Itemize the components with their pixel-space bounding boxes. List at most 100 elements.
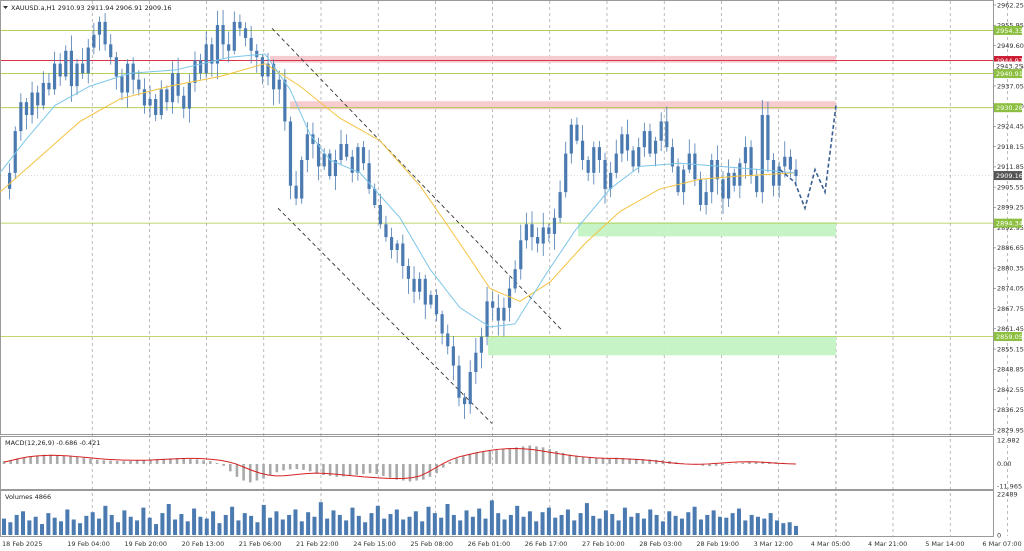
candle-body — [491, 301, 495, 308]
volume-bar — [534, 521, 539, 535]
time-tick-label: 20 Feb 13:00 — [182, 540, 225, 548]
volume-bar — [705, 514, 710, 535]
volume-bar — [27, 520, 32, 535]
candle-body — [120, 76, 124, 93]
volume-bar — [299, 521, 304, 535]
volume-axis-label: 0 — [997, 531, 1001, 539]
candle-body — [406, 266, 411, 279]
candle-body — [541, 227, 545, 244]
volume-bar — [2, 518, 6, 535]
volume-bar — [730, 513, 735, 535]
candle-body — [384, 224, 388, 238]
candle-body — [687, 153, 691, 170]
volume-bar — [768, 513, 773, 535]
volume-bar — [147, 517, 152, 535]
candle-body — [788, 156, 792, 170]
volume-bar — [21, 511, 26, 535]
candle-body — [429, 294, 433, 305]
volume-bar — [204, 518, 209, 535]
volume-bar — [116, 522, 121, 535]
trend-channel-lower — [277, 207, 493, 424]
volume-bar — [217, 523, 222, 535]
volume-bar — [413, 511, 418, 535]
volume-bar — [464, 510, 469, 535]
candle-body — [193, 60, 197, 83]
volume-bar — [109, 514, 114, 535]
volume-bar — [97, 518, 102, 535]
candle-body — [648, 131, 652, 154]
volume-bar — [565, 509, 570, 535]
volume-bar — [192, 508, 197, 535]
candle-body — [479, 336, 484, 353]
candle-body — [311, 134, 315, 144]
volume-bar — [179, 514, 184, 535]
candle-body — [564, 153, 568, 193]
price-tick-label: 2836.25 — [997, 406, 1024, 414]
price-badge-label: 2954.33 — [996, 27, 1023, 35]
volume-bar — [420, 521, 425, 535]
candle-body — [771, 159, 776, 186]
price-tick-label: 2924.45 — [997, 123, 1024, 131]
volume-bar — [559, 514, 564, 535]
candle-body — [631, 150, 635, 167]
candle-body — [249, 37, 253, 51]
candle-body — [350, 156, 354, 173]
candle-body — [305, 134, 309, 160]
volume-bar — [293, 509, 298, 535]
volume-bar — [331, 510, 336, 535]
candle-body — [109, 44, 113, 58]
candle-body — [423, 278, 427, 305]
candle-body — [682, 169, 686, 193]
volume-bar — [508, 514, 513, 535]
volume-bar — [249, 515, 254, 535]
menu-triangle-icon[interactable] — [3, 6, 8, 9]
candle-body — [637, 147, 641, 167]
candle-body — [64, 50, 68, 77]
volume-bar — [717, 516, 722, 535]
candle-body — [47, 82, 51, 90]
candle-body — [283, 79, 287, 122]
candle-body — [614, 153, 618, 173]
volume-bar — [724, 517, 729, 535]
volume-bar — [660, 521, 665, 535]
volume-bar — [122, 510, 127, 535]
volume-bar — [306, 512, 311, 535]
volume-bar — [318, 502, 323, 535]
candle-body — [125, 63, 130, 93]
volume-bar — [173, 519, 178, 535]
candle-body — [182, 95, 186, 109]
volume-bar — [312, 516, 317, 535]
candle-body — [558, 192, 562, 218]
volume-bar — [84, 515, 89, 535]
candle-body — [170, 73, 175, 103]
candle-body — [642, 131, 646, 148]
volume-bar — [255, 522, 260, 535]
volume-bar — [616, 520, 621, 535]
resistance-zone — [290, 101, 836, 110]
candle-body — [603, 159, 607, 189]
candle-body — [255, 50, 259, 58]
volume-bar — [698, 519, 703, 535]
price-badge — [994, 332, 1022, 342]
candle-body — [114, 57, 118, 77]
candle-body — [81, 63, 85, 74]
candle-body — [783, 156, 787, 167]
volume-bar — [794, 525, 798, 535]
time-tick-label: 27 Feb 10:00 — [582, 540, 625, 548]
candle-body — [165, 89, 169, 103]
volume-bar — [14, 514, 19, 535]
volume-bar — [521, 516, 526, 535]
price-tick-label: 2918.15 — [997, 143, 1024, 151]
price-tick-label: 2848.85 — [997, 366, 1024, 374]
volume-bar — [325, 518, 330, 535]
volume-bar — [597, 518, 602, 535]
macd-axis-label: -11.965 — [997, 482, 1022, 490]
candle-body — [215, 25, 220, 64]
candle-body — [575, 124, 579, 141]
candle-body — [513, 269, 517, 289]
volume-bar — [591, 515, 596, 535]
time-tick-label: 21 Feb 22:00 — [296, 540, 339, 548]
volume-bar — [743, 520, 748, 535]
candle-body — [524, 224, 528, 241]
